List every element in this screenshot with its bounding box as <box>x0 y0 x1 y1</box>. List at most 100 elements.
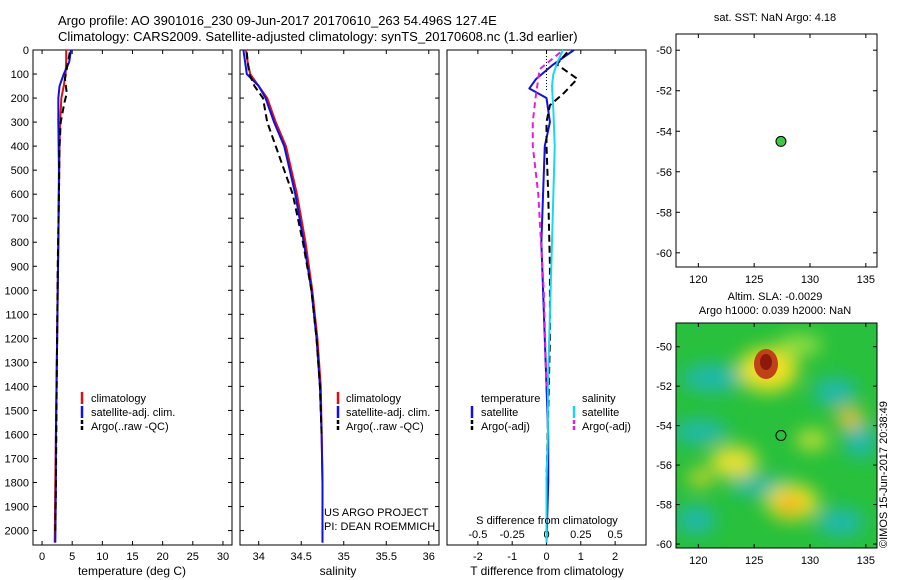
title-line-1: Argo profile: AO 3901016_230 09-Jun-2017… <box>58 13 497 28</box>
y-tick-label: 900 <box>11 261 29 273</box>
y-tick-label: 1900 <box>5 502 29 514</box>
temperature-panel: 0100200300400500600700800900100011001200… <box>5 45 233 578</box>
x-tick-label: 35.5 <box>376 551 397 563</box>
map-y-tick-label: -56 <box>656 460 672 472</box>
x-tick-label: 0 <box>39 551 45 563</box>
map-x-tick-label: 120 <box>689 555 707 567</box>
map-x-tick-label: 135 <box>857 274 875 286</box>
map-x-tick-label: 125 <box>745 555 763 567</box>
map-y-tick-label: -60 <box>656 248 672 260</box>
map-y-tick-label: -52 <box>656 381 672 393</box>
x-tick-label: 20 <box>157 551 169 563</box>
map-y-tick-label: -58 <box>656 207 672 219</box>
y-tick-label: 1100 <box>5 309 29 321</box>
s-tick-label: 0.5 <box>607 529 622 541</box>
y-tick-label: 800 <box>11 237 29 249</box>
x-tick-label: 36 <box>423 551 435 563</box>
project-annotation: US ARGO PROJECT <box>324 507 429 519</box>
y-tick-label: 600 <box>11 189 29 201</box>
temperature-legend: climatology satellite-adj. clim. Argo(..… <box>80 392 175 433</box>
series-line-s-argo-adj- <box>531 51 561 387</box>
temperature-xlabel: temperature (deg C) <box>78 564 186 578</box>
y-tick-label: 1200 <box>5 333 29 345</box>
legend-s-argo: Argo(-adj) <box>582 421 631 433</box>
s-difference-xlabel: S difference from climatology <box>476 515 618 527</box>
y-tick-label: 300 <box>11 117 29 129</box>
sla-map-title-1: Altim. SLA: -0.0029 <box>727 291 823 303</box>
y-tick-label: 1600 <box>5 429 29 441</box>
t-difference-xlabel: T difference from climatology <box>470 564 624 578</box>
s-tick-label: -0.25 <box>500 529 525 541</box>
salinity-panel: 34 34.5 35 35.5 36 salinity climatology sate… <box>239 49 440 578</box>
pi-annotation: PI: DEAN ROEMMICH <box>324 521 435 533</box>
map-x-tick-label: 130 <box>801 274 819 286</box>
map-y-tick-label: -50 <box>656 342 672 354</box>
x-tick-label: 35 <box>338 551 350 563</box>
x-tick-label: -2 <box>473 551 483 563</box>
difference-legend: temperature salinity satellite Argo(-adj… <box>470 393 631 433</box>
salinity-axes-box <box>239 49 440 546</box>
sla-map-panel: 120 125 130 135 -50 -52 -54 -56 -58 -60 <box>656 322 878 567</box>
s-tick-label: 0.25 <box>570 529 591 541</box>
legend-satellite-adj-2: satellite-adj. clim. <box>346 407 430 419</box>
map-y-tick-label: -60 <box>656 539 672 551</box>
map-y-tick-label: -56 <box>656 167 672 179</box>
temperature-axes-box <box>32 49 233 546</box>
map-y-tick-label: -54 <box>656 421 672 433</box>
x-tick-label: 5 <box>69 551 75 563</box>
x-tick-label: 2 <box>612 551 618 563</box>
argo-position-marker <box>775 135 787 147</box>
legend-argo-2: Argo(..raw -QC) <box>346 421 424 433</box>
legend-t-argo: Argo(-adj) <box>481 421 530 433</box>
legend-climatology-2: climatology <box>346 393 402 405</box>
legend-argo: Argo(..raw -QC) <box>91 421 169 433</box>
legend-title-salinity: salinity <box>582 393 616 405</box>
s-tick-label: -0.5 <box>468 529 487 541</box>
x-tick-label: 34 <box>253 551 265 563</box>
map-y-tick-label: -52 <box>656 86 672 98</box>
salinity-legend: climatology satellite-adj. clim. Argo(..… <box>336 392 430 433</box>
salinity-xlabel: salinity <box>320 564 357 578</box>
x-tick-label: 10 <box>96 551 108 563</box>
x-tick-label: -1 <box>507 551 517 563</box>
x-tick-label: 34.5 <box>291 551 312 563</box>
map-x-tick-label: 130 <box>801 555 819 567</box>
y-tick-label: 400 <box>11 141 29 153</box>
map-x-tick-label: 135 <box>857 555 875 567</box>
y-tick-label: 700 <box>11 213 29 225</box>
x-tick-label: 30 <box>217 551 229 563</box>
y-tick-label: 1800 <box>5 478 29 490</box>
x-tick-label: 25 <box>187 551 199 563</box>
series-line-s-satellite <box>545 49 564 543</box>
x-tick-label: 15 <box>126 551 138 563</box>
map-y-tick-label: -50 <box>656 45 672 57</box>
series-line-argo-raw-qc- <box>245 52 323 435</box>
x-tick-label: 1 <box>578 551 584 563</box>
map-x-tick-label: 125 <box>745 274 763 286</box>
y-tick-label: 100 <box>11 69 29 81</box>
sla-map-axes-box <box>675 322 878 549</box>
y-tick-label: 1400 <box>5 381 29 393</box>
x-tick-label: 0 <box>543 551 549 563</box>
y-tick-label: 500 <box>11 165 29 177</box>
y-tick-label: 1500 <box>5 405 29 417</box>
sst-map-panel: 120 125 130 135 -50 -52 -54 -56 -58 -60 <box>656 33 878 286</box>
sst-map-axes-box <box>675 33 878 268</box>
map-y-tick-label: -58 <box>656 500 672 512</box>
difference-panel: -2 -1 0 1 2-0.5 -0.25 0 0.25 0.5 T difference fr… <box>446 49 647 578</box>
sst-map-title: sat. SST: NaN Argo: 4.18 <box>713 12 837 24</box>
y-tick-label: 1000 <box>5 285 29 297</box>
map-y-tick-label: -54 <box>656 126 672 138</box>
legend-satellite-adj: satellite-adj. clim. <box>91 407 175 419</box>
legend-s-satellite: satellite <box>582 407 619 419</box>
y-tick-label: 1700 <box>5 453 29 465</box>
y-tick-label: 0 <box>23 45 29 57</box>
map-x-tick-label: 120 <box>689 274 707 286</box>
legend-climatology: climatology <box>91 393 147 405</box>
series-line-argo-raw-qc- <box>54 52 71 531</box>
sla-map-title-2: Argo h1000: 0.039 h2000: NaN <box>698 305 852 317</box>
y-tick-label: 1300 <box>5 357 29 369</box>
argo-position-ring <box>775 430 787 441</box>
legend-title-temperature: temperature <box>481 393 540 405</box>
